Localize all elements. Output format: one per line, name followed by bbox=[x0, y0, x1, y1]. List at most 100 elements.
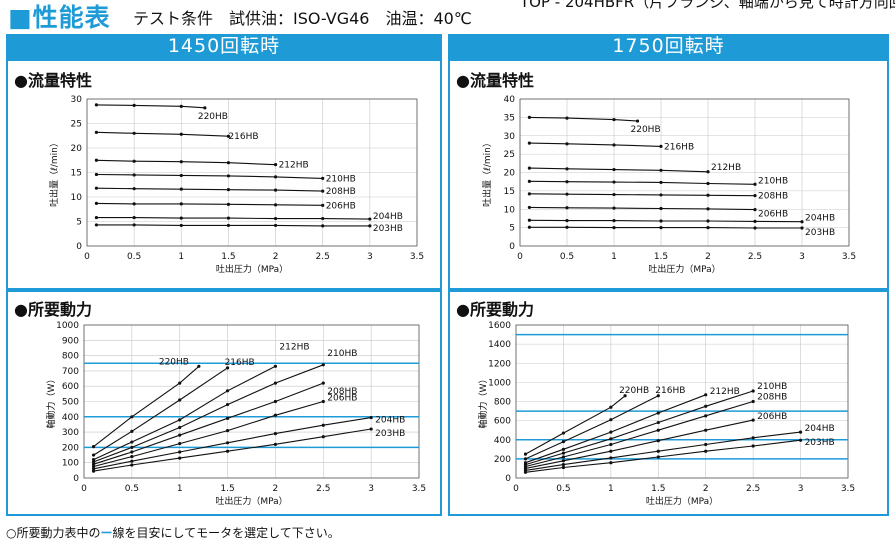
power1450-point-204HB bbox=[225, 441, 230, 445]
flow1750-ytick-label: 0 bbox=[509, 242, 515, 252]
power1750-point-220HB bbox=[523, 452, 528, 456]
flow1750-point-210HB bbox=[659, 180, 663, 185]
power1450-series-label-220HB: 220HB bbox=[159, 357, 189, 367]
flow1750-series-label-216HB: 216HB bbox=[664, 142, 694, 152]
flow1750-point-204HB bbox=[659, 219, 663, 223]
power1450-point-208HB bbox=[273, 399, 278, 404]
power1450-point-204HB bbox=[321, 423, 325, 427]
flow1750-point-208HB bbox=[527, 192, 532, 196]
flow-panel-1450 bbox=[6, 59, 442, 290]
power1450-ytick-label: 700 bbox=[62, 367, 79, 377]
power1750-point-204HB bbox=[751, 436, 755, 440]
flow1750-xtick-label: 3.5 bbox=[842, 252, 856, 262]
power1750-point-208HB bbox=[561, 455, 566, 459]
power1450-point-216HB bbox=[225, 366, 230, 370]
power1450-point-204HB bbox=[130, 459, 134, 463]
flow1450-point-203HB bbox=[321, 224, 325, 228]
power1750-point-208HB bbox=[704, 414, 708, 418]
power1450-point-210HB bbox=[321, 363, 325, 367]
power1750-series-label-204HB: 204HB bbox=[805, 424, 835, 434]
power1750-ytick-label: 1200 bbox=[488, 359, 511, 369]
flow1450-point-208HB bbox=[226, 188, 231, 192]
flow1450-point-206HB bbox=[321, 203, 325, 207]
flow1750-point-216HB bbox=[565, 142, 569, 146]
flow1750-point-220HB bbox=[527, 115, 532, 119]
flow1750-series-216HB bbox=[529, 142, 662, 147]
power1450-ytick-label: 200 bbox=[62, 443, 79, 453]
power1750-series-206HB bbox=[525, 419, 754, 469]
power1450-point-206HB bbox=[91, 464, 96, 469]
flow1750-series-206HB bbox=[529, 206, 756, 211]
power1450-series-203HB bbox=[93, 428, 372, 472]
power1450-point-204HB bbox=[369, 415, 373, 420]
flow1750-ytick-label: 25 bbox=[504, 150, 515, 160]
power1750-point-216HB bbox=[609, 418, 613, 422]
power1750-point-208HB bbox=[751, 399, 755, 404]
flow1450-point-203HB bbox=[179, 223, 183, 228]
flow1750-point-203HB bbox=[800, 226, 804, 230]
power1750-point-210HB bbox=[609, 437, 613, 441]
power1450-xtick-label: 0.5 bbox=[125, 484, 139, 494]
flow1750-series-label-203HB: 203HB bbox=[805, 228, 835, 238]
flow1750-point-210HB bbox=[612, 180, 616, 184]
flow1450-point-204HB bbox=[226, 216, 231, 220]
flow1450-point-216HB bbox=[179, 132, 183, 136]
power1750-point-203HB bbox=[798, 438, 803, 442]
flow1750-point-203HB bbox=[527, 225, 532, 229]
flow1450-ytick-label: 15 bbox=[71, 169, 82, 179]
power1450-point-203HB bbox=[178, 456, 182, 460]
flow1750-point-212HB bbox=[612, 167, 616, 172]
power1750-series-212HB bbox=[525, 394, 706, 464]
flow1750-ytick-label: 15 bbox=[504, 187, 515, 197]
power1750-plot-frame bbox=[515, 324, 849, 479]
power1450-plot-frame bbox=[83, 324, 420, 479]
flow1450-point-212HB bbox=[226, 161, 231, 165]
power1450-point-206HB bbox=[273, 413, 278, 417]
power1750-point-204HB bbox=[561, 463, 566, 467]
footer-note: ○所要動力表中のー線を目安にしてモータを選定して下さい。 bbox=[6, 524, 340, 541]
power1450-series-label-208HB: 208HB bbox=[327, 387, 357, 397]
section-header-1750: 1750回転時 bbox=[448, 34, 889, 59]
power1750-series-label-206HB: 206HB bbox=[757, 412, 787, 422]
power1450-point-210HB bbox=[178, 425, 182, 430]
flow1450-point-203HB bbox=[226, 223, 231, 228]
flow1450-series-label-212HB: 212HB bbox=[279, 161, 309, 171]
flow1450-series-212HB bbox=[96, 159, 276, 166]
flow1750-point-203HB bbox=[706, 226, 710, 230]
power1450-point-212HB bbox=[91, 458, 96, 462]
power1450-point-220HB bbox=[178, 381, 182, 385]
power1750-ytick-label: 200 bbox=[494, 455, 511, 465]
power1750-ytick-label: 600 bbox=[494, 417, 511, 427]
footer-prefix: ○所要動力表中の bbox=[6, 526, 101, 540]
flow1750-series-label-212HB: 212HB bbox=[711, 163, 741, 173]
flow1450-plot-frame bbox=[86, 98, 418, 247]
flow1450-point-208HB bbox=[273, 188, 278, 192]
flow1750-point-210HB bbox=[753, 182, 757, 186]
power1450-point-203HB bbox=[321, 435, 325, 439]
flow1450-xtick-label: 3.5 bbox=[410, 252, 424, 262]
flow1450-point-210HB bbox=[179, 173, 183, 178]
flow1450-series-label-216HB: 216HB bbox=[228, 132, 258, 142]
power1450-ytick-label: 1000 bbox=[56, 321, 79, 331]
power1450-ytick-label: 500 bbox=[62, 398, 79, 408]
flow1450-ytick-label: 5 bbox=[76, 218, 82, 228]
power1750-point-206HB bbox=[609, 449, 613, 453]
flow1450-point-210HB bbox=[132, 173, 136, 177]
power1750-point-204HB bbox=[798, 430, 803, 434]
flow1450-ytick-label: 30 bbox=[71, 95, 83, 105]
flow1750-point-210HB bbox=[527, 179, 532, 183]
power1450-series-label-212HB: 212HB bbox=[279, 342, 309, 352]
page-title: ■性能表 bbox=[8, 3, 111, 32]
flow1450-point-206HB bbox=[226, 202, 231, 206]
power1450-xtick-label: 3 bbox=[368, 484, 374, 494]
power1750-point-220HB bbox=[609, 405, 613, 409]
flow1750-xtick-label: 1.5 bbox=[654, 252, 668, 262]
flow1450-series-label-206HB: 206HB bbox=[326, 201, 356, 211]
flow1750-point-208HB bbox=[659, 193, 663, 197]
flow1750-point-206HB bbox=[659, 206, 663, 211]
flow-title-1750: ●流量特性 bbox=[456, 71, 534, 90]
power1750-y-axis-label: 軸動力（W） bbox=[477, 375, 489, 429]
flow1450-point-204HB bbox=[368, 217, 372, 221]
power1450-point-208HB bbox=[178, 433, 182, 437]
flow1450-x-axis-label: 吐出圧力（MPa） bbox=[216, 263, 288, 275]
